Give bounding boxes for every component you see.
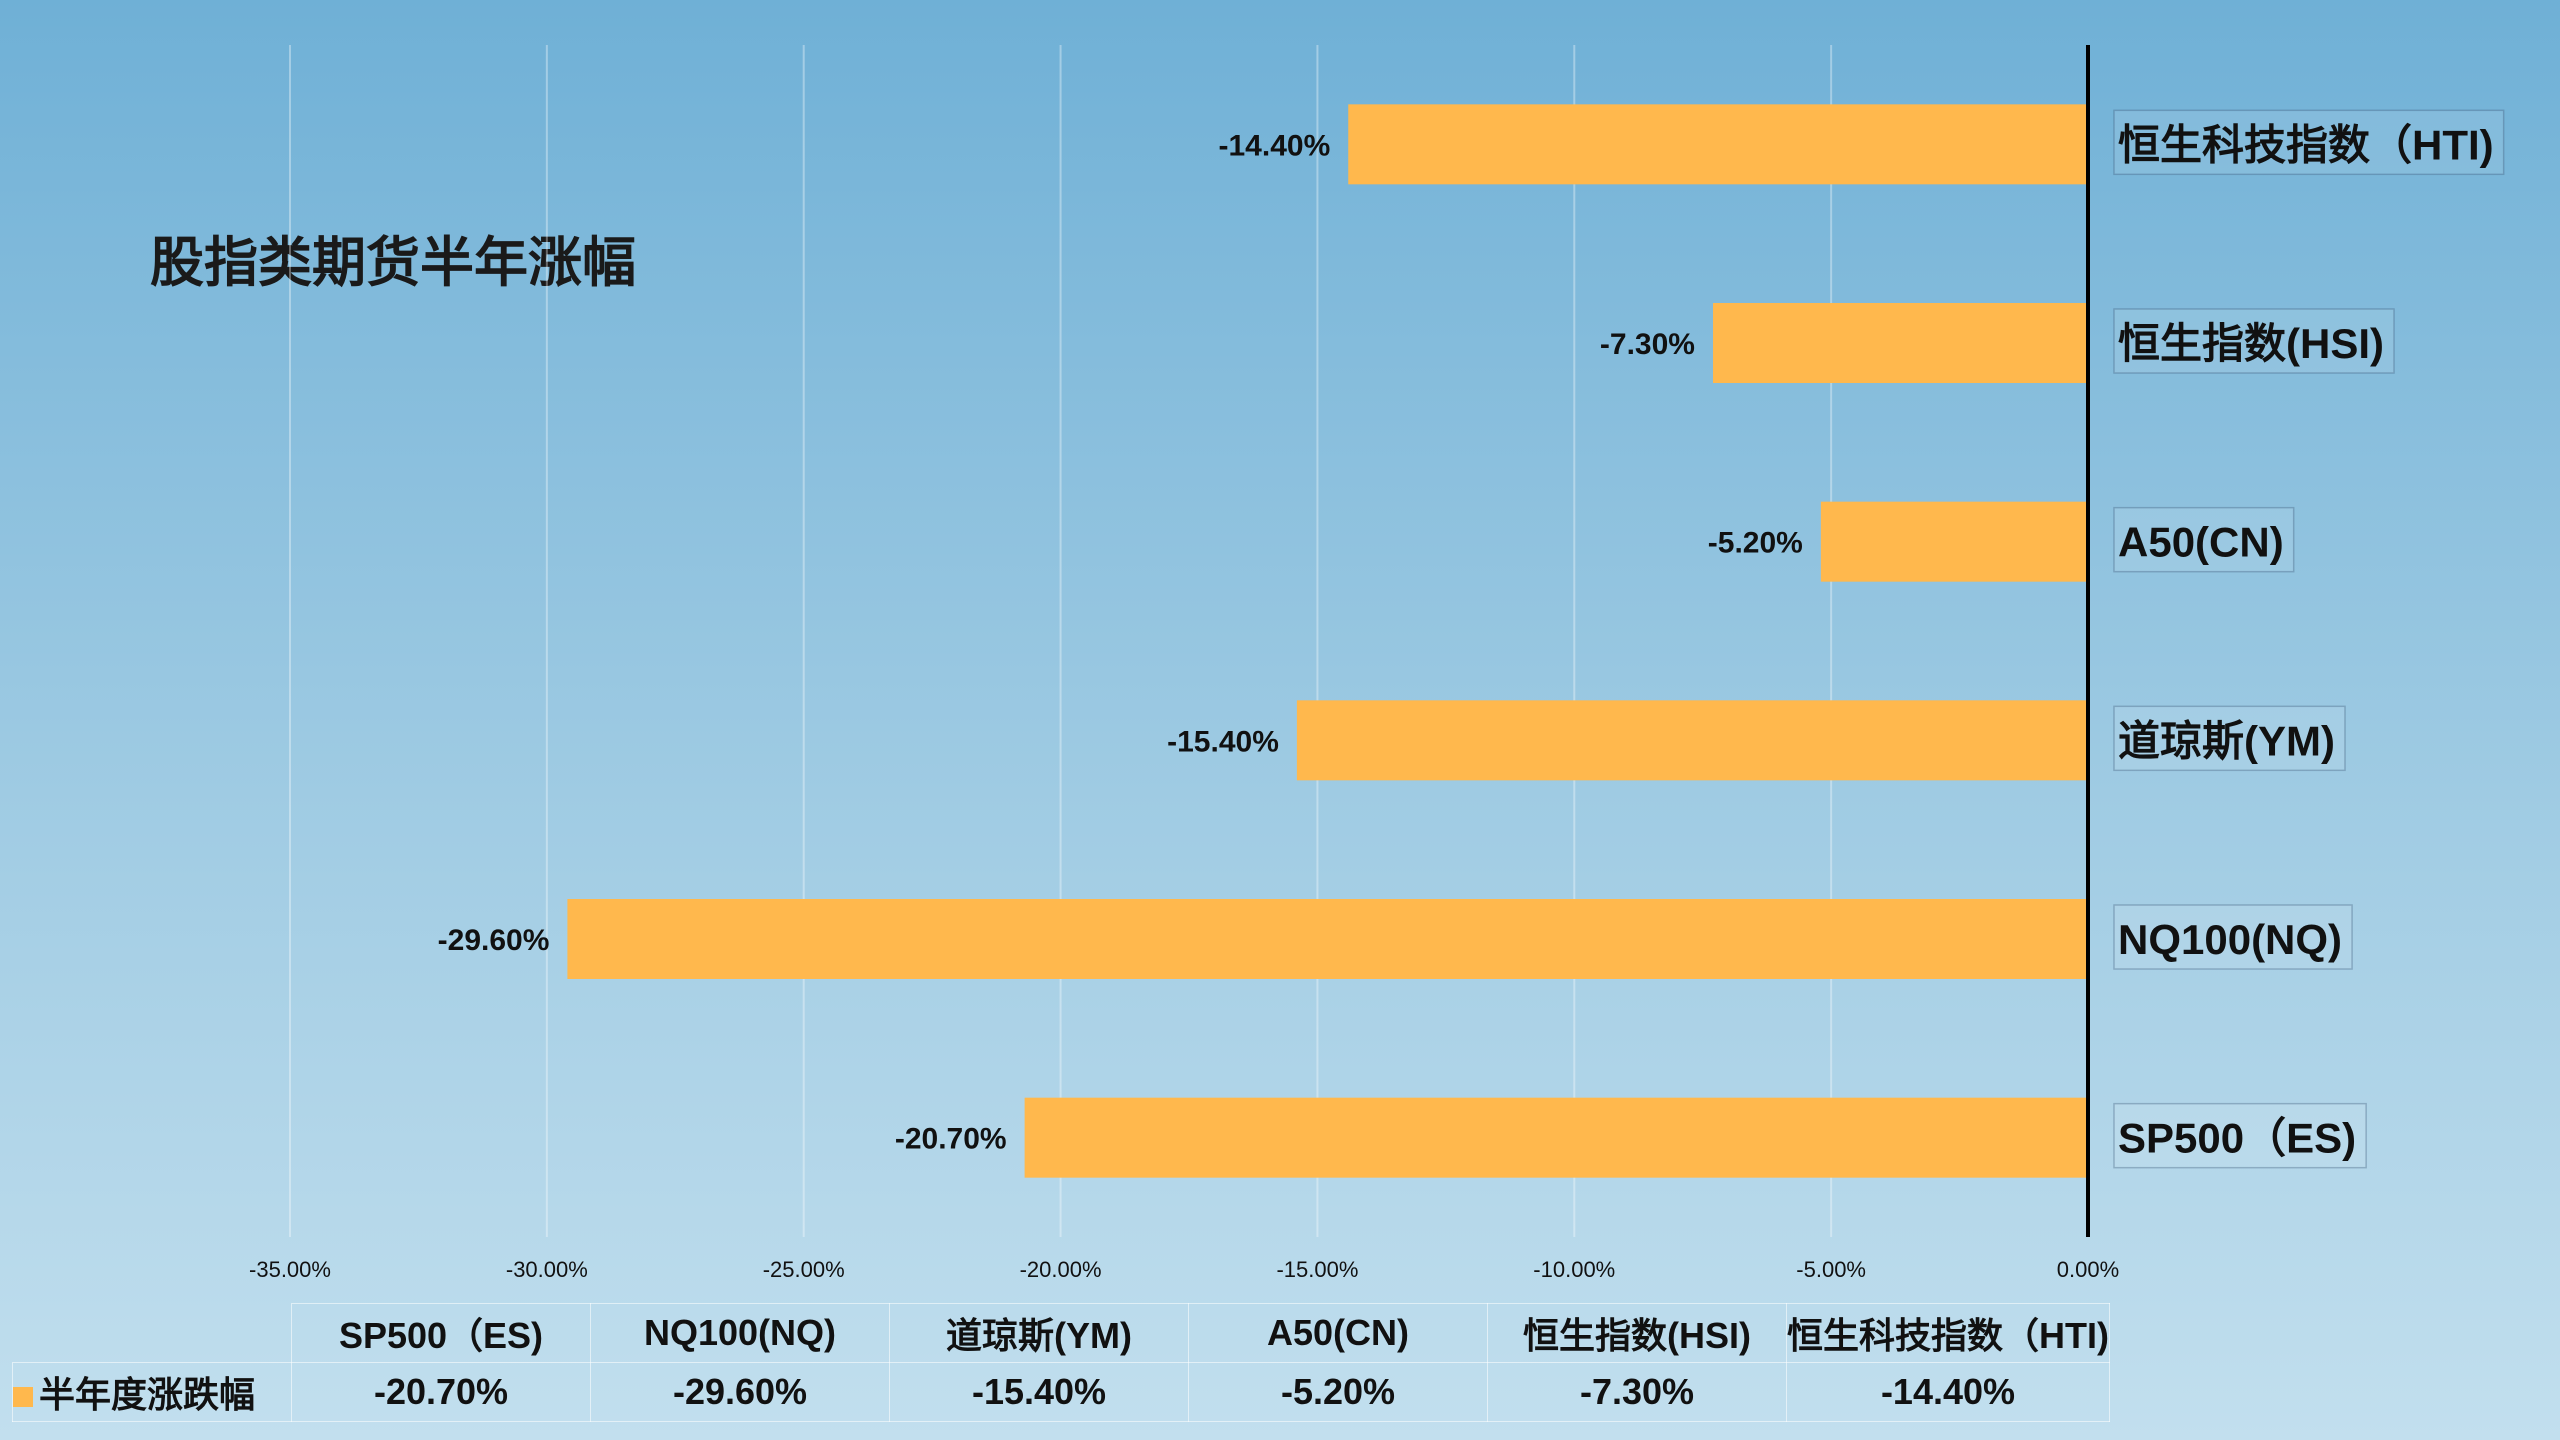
bar (1348, 104, 2088, 185)
category-label-box (2113, 506, 2295, 573)
data-table: SP500（ES) NQ100(NQ) 道琼斯(YM) A50(CN) 恒生指数… (12, 1303, 2110, 1422)
data-table-value: -20.70% (291, 1362, 591, 1422)
category-label-box (2113, 904, 2353, 970)
data-label: -14.40% (1219, 129, 1331, 162)
data-table-category: 恒生指数(HSI) (1487, 1303, 1787, 1363)
data-table-corner (12, 1303, 292, 1363)
data-table-category: SP500（ES) (291, 1303, 591, 1363)
data-table-value: -15.40% (889, 1362, 1189, 1422)
category-label-box (2113, 308, 2395, 374)
data-table-category: 道琼斯(YM) (889, 1303, 1189, 1363)
chart-title: 股指类期货半年涨幅 (150, 233, 636, 293)
data-label: -29.60% (438, 924, 550, 957)
category-label-box (2113, 1102, 2367, 1169)
category-label: 道琼斯(YM) (2118, 717, 2335, 764)
x-tick-label: -25.00% (763, 1257, 845, 1282)
data-table-header-row: SP500（ES) NQ100(NQ) 道琼斯(YM) A50(CN) 恒生指数… (12, 1303, 2110, 1363)
x-tick-label: -30.00% (506, 1257, 588, 1282)
legend-key (13, 1387, 33, 1408)
bar (1024, 1097, 2088, 1178)
category-label: A50(CN) (2118, 519, 2284, 566)
data-label: -20.70% (895, 1123, 1007, 1156)
data-label: -5.20% (1708, 527, 1803, 560)
data-table-value-row: 半年度涨跌幅 -20.70% -29.60% -15.40% -5.20% -7… (12, 1362, 2110, 1422)
category-label-box (2113, 109, 2505, 176)
x-tick-label: 0.00% (2057, 1257, 2119, 1282)
data-table-category: A50(CN) (1188, 1303, 1488, 1363)
data-table-value: -7.30% (1487, 1362, 1787, 1422)
category-label: 恒生科技指数（HTI) (2118, 121, 2494, 168)
category-label: 恒生指数(HSI) (2118, 320, 2384, 367)
bar (567, 899, 2088, 979)
data-label: -15.40% (1167, 725, 1279, 758)
data-label: -7.30% (1600, 328, 1695, 361)
legend-entry: 半年度涨跌幅 (12, 1362, 292, 1422)
x-tick-label: -20.00% (1020, 1257, 1102, 1282)
bar (1296, 700, 2088, 781)
bar (1820, 501, 2088, 582)
category-label-box (2113, 705, 2346, 772)
data-table-category: 恒生科技指数（HTI) (1786, 1303, 2110, 1363)
category-label: SP500（ES) (2118, 1115, 2356, 1162)
x-tick-label: -35.00% (249, 1257, 331, 1282)
category-label: NQ100(NQ) (2118, 916, 2342, 963)
x-tick-label: -5.00% (1796, 1257, 1866, 1282)
data-table-value: -14.40% (1786, 1362, 2110, 1422)
data-table-value: -29.60% (590, 1362, 890, 1422)
legend-label: 半年度涨跌幅 (39, 1374, 256, 1415)
data-table-category: NQ100(NQ) (590, 1303, 890, 1363)
x-tick-label: -10.00% (1533, 1257, 1615, 1282)
data-table-value: -5.20% (1188, 1362, 1488, 1422)
x-tick-label: -15.00% (1276, 1257, 1358, 1282)
bar (1712, 303, 2088, 383)
